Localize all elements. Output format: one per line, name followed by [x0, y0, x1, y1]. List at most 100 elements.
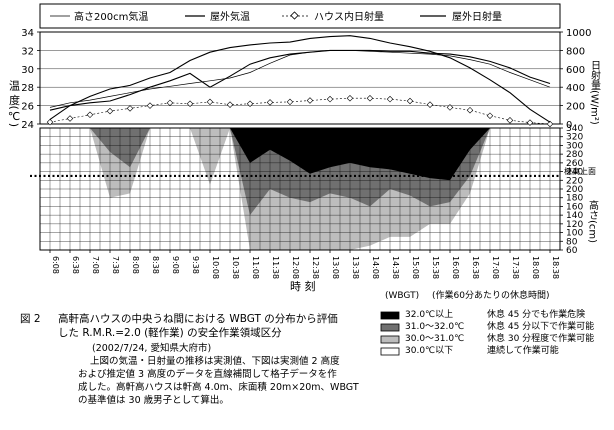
series-marker-point: [326, 95, 334, 103]
time-tick-label: 14:38: [391, 256, 400, 279]
wbgt-legend-header: (WBGT): [385, 291, 420, 301]
series-marker-point: [86, 111, 94, 119]
time-tick-label: 14:08: [371, 256, 380, 279]
wbgt-legend-title: (作業60分あたりの休息時間): [432, 291, 550, 301]
legend-swatch-class-3: [380, 311, 400, 320]
left-tick-label: 32: [21, 46, 34, 57]
time-tick-label: 7:08: [91, 256, 100, 274]
top-right-ticks: 0 200 400 600 800 1000: [560, 28, 591, 131]
legend-swatch-class-2: [380, 323, 400, 332]
time-tick-label: 11:08: [251, 256, 260, 279]
legend-rest-class-1: 休息 30 分程度で作業可能: [487, 334, 595, 344]
temperature-solar-panel: 24 26 28 30 32 34 0 200 400 600 800 1000 温 度(℃) 日射…: [8, 28, 601, 131]
time-tick-label: 7:38: [111, 256, 120, 274]
left-tick-label: 34: [21, 28, 34, 39]
left-tick-label: 30: [21, 65, 34, 76]
top-legend: 高さ200cm気温 屋外気温 ハウス内日射量 屋外日射量: [39, 3, 561, 29]
height-tick-label: 300: [566, 141, 583, 151]
series-marker-point: [166, 99, 174, 107]
series-marker-point: [226, 101, 234, 108]
legend-range-class-2: 31.0〜32.0℃: [405, 322, 465, 332]
time-tick-label: 16:08: [451, 256, 460, 279]
time-tick-label: 12:38: [311, 256, 320, 279]
series-marker-point: [546, 120, 554, 128]
legend-marker-diamond: [290, 11, 299, 20]
series-marker-point: [386, 95, 394, 103]
time-tick-label: 12:08: [291, 256, 300, 279]
top-right-axis-label: 日射量(W/m²): [589, 60, 601, 125]
height-tick-label: 160: [566, 202, 583, 212]
series-marker-point: [46, 118, 54, 126]
series-marker-point: [126, 105, 134, 112]
series-line-2: [49, 97, 551, 125]
legend-range-class-3: 32.0℃以上: [405, 310, 454, 320]
top-gridlines: [40, 50, 560, 106]
right-tick-label: 800: [566, 46, 585, 57]
left-tick-label: 28: [21, 83, 34, 94]
series-marker-point: [266, 99, 274, 106]
time-tick-label: 15:38: [431, 256, 440, 279]
legend-swatch-class-1: [380, 335, 400, 344]
time-tick-label: 10:38: [231, 256, 240, 279]
legend-label-series-0: 高さ200cm気温: [74, 10, 148, 23]
height-tick-label: 180: [566, 194, 583, 204]
series-marker-point: [526, 119, 534, 126]
series-marker-point: [366, 94, 374, 102]
caption-line-2: した R.M.R.=2.0 (軽作業) の安全作業領域区分: [58, 327, 282, 339]
height-tick-label: 340: [566, 124, 583, 134]
series-line-3: [49, 35, 551, 123]
height-tick-label: 60: [566, 246, 578, 256]
caption-note-2: および推定値 3 高度のデータを直線補間して格子データを作: [78, 369, 337, 380]
series-marker-point: [146, 102, 154, 109]
wbgt-legend: [380, 311, 400, 356]
time-tick-label: 9:38: [191, 256, 200, 274]
legend-label-series-1: 屋外気温: [210, 10, 250, 23]
reference-line-label: 棟高上面: [564, 166, 596, 176]
legend-label-series-2: ハウス内日射量: [314, 10, 384, 23]
time-axis-ticks: 6:08 6:38 7:08 7:38 8:08 8:38 9:08 9:38 10:08 10:…: [49, 250, 560, 279]
caption-note-3: 成した。高軒高ハウスは軒高 4.0m、床面積 20m×20m、WBGT: [78, 382, 359, 393]
height-tick-label: 100: [566, 229, 583, 239]
legend-range-class-0: 30.0℃以下: [405, 346, 454, 356]
series-marker-point: [106, 107, 114, 115]
time-tick-label: 6:38: [71, 256, 80, 274]
legend-range-class-1: 30.0〜31.0℃: [405, 334, 465, 344]
series-marker-point: [206, 98, 214, 106]
series-marker-point: [346, 94, 354, 102]
caption-line-1: 高軒高ハウスの中央うね間における WBGT の分布から評価: [58, 313, 338, 325]
top-left-axis-label: 温 度(℃): [8, 80, 21, 127]
time-tick-label: 11:38: [271, 256, 280, 279]
time-tick-label: 6:08: [51, 256, 60, 274]
series-marker-point: [186, 100, 194, 108]
series-marker-point: [506, 117, 514, 124]
time-tick-label: 17:08: [491, 256, 500, 279]
time-tick-label: 13:08: [331, 256, 340, 279]
height-tick-label: 220: [566, 176, 583, 186]
time-tick-label: 18:38: [551, 256, 560, 279]
series-marker-point: [466, 106, 474, 114]
series-marker-point: [66, 115, 74, 122]
height-tick-label: 140: [566, 211, 583, 221]
caption-note-4: の基準値は 30 歳男子として算出。: [78, 395, 229, 406]
right-tick-label: 1000: [566, 28, 591, 39]
heatmap-gridlines: [40, 127, 560, 251]
left-tick-label: 24: [21, 120, 34, 131]
legend-label-series-3: 屋外日射量: [452, 11, 502, 23]
legend-rest-class-0: 連続して作業可能: [487, 346, 559, 356]
bottom-height-ticks: 6080100120140160180200220240260280300320…: [560, 124, 583, 256]
series-marker-point: [486, 112, 494, 119]
time-tick-label: 8:38: [151, 256, 160, 274]
series-marker-point: [406, 97, 414, 105]
bottom-axis-label: 高さ(cm): [587, 199, 599, 243]
legend-rest-class-3: 休息 45 分でも作業危険: [487, 310, 586, 320]
series-marker-point: [426, 101, 434, 108]
wbgt-heatmap-panel: 6080100120140160180200220240260280300320…: [30, 124, 599, 293]
legend-rest-class-2: 休息 45 分以下で作業可能: [487, 322, 595, 332]
series-marker-point: [306, 97, 314, 104]
series-marker-point: [446, 104, 454, 111]
height-tick-label: 280: [566, 150, 583, 160]
caption-date-place: (2002/7/24, 愛知県大府市): [92, 343, 212, 354]
time-tick-label: 8:08: [131, 256, 140, 274]
figure-label: 図 2: [20, 313, 41, 325]
